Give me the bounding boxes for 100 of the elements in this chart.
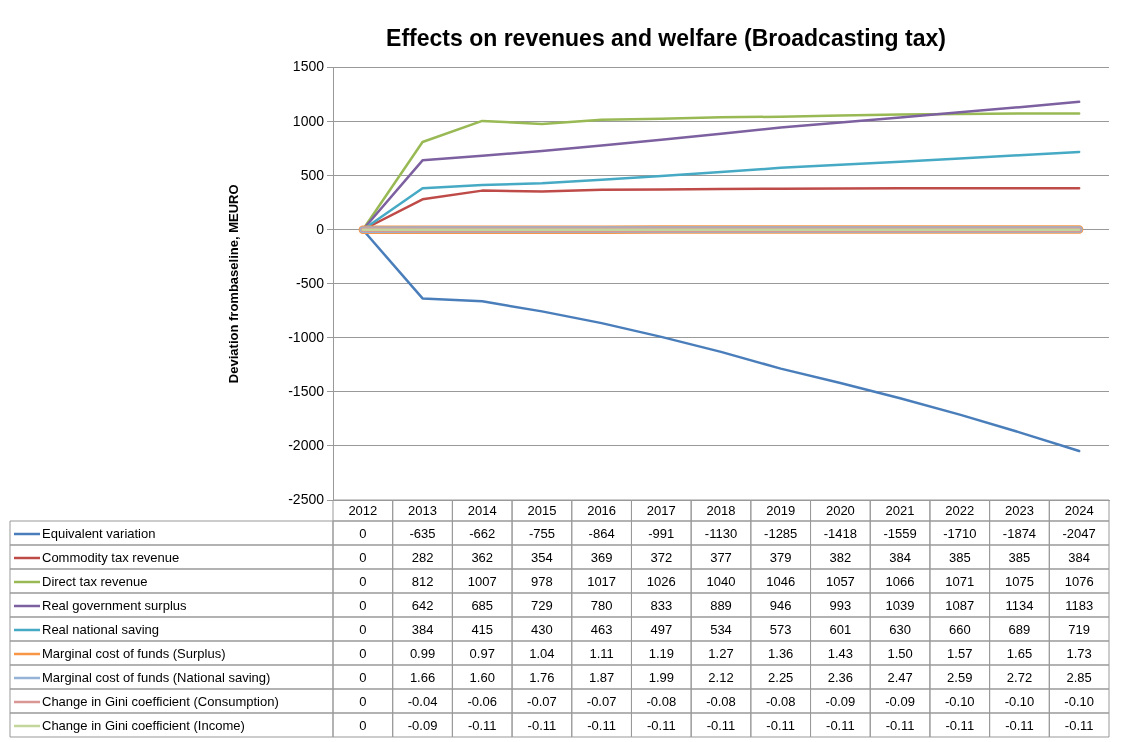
y-tick-label: -500 <box>295 274 325 291</box>
data-label: 0 <box>359 597 367 613</box>
data-label: 372 <box>650 549 673 565</box>
data-label: 1.76 <box>529 669 555 685</box>
data-label: 630 <box>889 621 911 637</box>
data-label: -755 <box>528 525 555 541</box>
data-label: 946 <box>769 597 792 613</box>
data-label: -0.08 <box>765 693 796 709</box>
data-label: 1007 <box>467 573 497 589</box>
x-tick-label: 2021 <box>885 503 915 519</box>
data-label: 0 <box>359 717 367 733</box>
x-tick-label: 2020 <box>825 503 855 519</box>
data-label: -0.10 <box>1064 693 1094 709</box>
legend-label: Real national saving <box>42 621 160 637</box>
data-label: -864 <box>588 525 615 541</box>
data-label: 497 <box>650 621 673 637</box>
data-label: 2.72 <box>1006 669 1033 685</box>
legend-label: Change in Gini coefficient (Income) <box>42 717 245 733</box>
x-tick-label: 2014 <box>467 503 497 519</box>
data-label: 1134 <box>1005 597 1034 613</box>
data-label: -0.11 <box>1064 717 1094 733</box>
data-label: 1.43 <box>827 645 854 661</box>
data-label: 2.59 <box>947 669 973 685</box>
data-label: 385 <box>948 549 971 565</box>
data-label: -0.11 <box>885 717 915 733</box>
y-tick-label: -2000 <box>288 436 325 453</box>
data-label: 0.99 <box>409 645 436 661</box>
data-label: -2047 <box>1062 525 1096 541</box>
data-label: -1285 <box>764 525 798 541</box>
data-label: -0.09 <box>885 693 915 709</box>
data-label: 2.85 <box>1066 669 1092 685</box>
data-label: 1039 <box>885 597 915 613</box>
data-label: -0.04 <box>407 693 438 709</box>
data-label: 384 <box>1068 549 1091 565</box>
data-label: -0.11 <box>527 717 557 733</box>
data-label: -0.11 <box>706 717 736 733</box>
chart-title: Effects on revenues and welfare (Broadcasting tax) <box>386 25 946 52</box>
data-label: 1087 <box>945 597 975 613</box>
legend-label: Commodity tax revenue <box>42 549 180 565</box>
data-label: -0.10 <box>944 693 975 709</box>
data-label: -1710 <box>943 525 977 541</box>
data-label: -0.11 <box>766 717 796 733</box>
data-label: 601 <box>829 621 852 637</box>
y-axis-title: Deviation frombaseline, MEURO <box>226 184 242 384</box>
data-label: 729 <box>531 597 553 613</box>
data-label: 2.36 <box>827 669 854 685</box>
data-label: 1183 <box>1065 597 1094 613</box>
data-label: 573 <box>769 621 792 637</box>
data-label: 1.73 <box>1066 645 1092 661</box>
data-label: -1130 <box>704 525 738 541</box>
y-tick-label: -1500 <box>288 382 325 399</box>
legend-label: Equivalent variation <box>42 525 156 541</box>
legend-label: Marginal cost of funds (Surplus) <box>42 645 226 661</box>
data-label: -0.08 <box>706 693 736 709</box>
data-label: 0 <box>359 645 367 661</box>
data-label: 780 <box>590 597 613 613</box>
data-label: 0 <box>359 621 367 637</box>
data-label: 1.99 <box>648 669 674 685</box>
data-label: 384 <box>889 549 911 565</box>
legend-label: Direct tax revenue <box>42 573 148 589</box>
data-label: -0.08 <box>646 693 677 709</box>
data-label: 0 <box>359 525 367 541</box>
data-label: 415 <box>471 621 494 637</box>
legend-label: Real government surplus <box>42 597 188 613</box>
data-label: -662 <box>469 525 496 541</box>
data-label: 1.57 <box>947 645 973 661</box>
data-label: 1071 <box>945 573 975 589</box>
data-label: 1040 <box>706 573 736 589</box>
data-label: 1046 <box>766 573 796 589</box>
legend-label: Change in Gini coefficient (Consumption) <box>42 693 279 709</box>
data-label: 889 <box>710 597 732 613</box>
data-label: -0.09 <box>407 717 438 733</box>
x-tick-label: 2013 <box>408 503 437 519</box>
data-label: 362 <box>471 549 494 565</box>
data-label: 2.47 <box>887 669 913 685</box>
data-label: 379 <box>769 549 792 565</box>
data-label: 369 <box>590 549 613 565</box>
x-tick-label: 2024 <box>1064 503 1094 519</box>
data-label: -0.11 <box>826 717 855 733</box>
data-label: 1.87 <box>588 669 615 685</box>
data-label: -0.09 <box>825 693 856 709</box>
x-tick-label: 2023 <box>1005 503 1034 519</box>
data-label: -1559 <box>883 525 917 541</box>
x-tick-label: 2016 <box>587 503 617 519</box>
data-label: -0.10 <box>1004 693 1035 709</box>
data-label: -0.11 <box>1005 717 1034 733</box>
x-tick-label: 2017 <box>646 503 676 519</box>
data-label: 534 <box>710 621 732 637</box>
data-label: 689 <box>1008 621 1031 637</box>
y-tick-label: -1000 <box>288 328 325 345</box>
data-label: 0 <box>359 573 367 589</box>
data-label: 685 <box>471 597 494 613</box>
data-label: -0.11 <box>467 717 497 733</box>
x-tick-label: 2019 <box>766 503 796 519</box>
data-label: -991 <box>648 525 675 541</box>
data-label: 993 <box>829 597 852 613</box>
y-tick-label: 500 <box>300 166 325 183</box>
data-label: 385 <box>1008 549 1031 565</box>
data-label: -0.07 <box>527 693 557 709</box>
data-label: 1075 <box>1005 573 1034 589</box>
